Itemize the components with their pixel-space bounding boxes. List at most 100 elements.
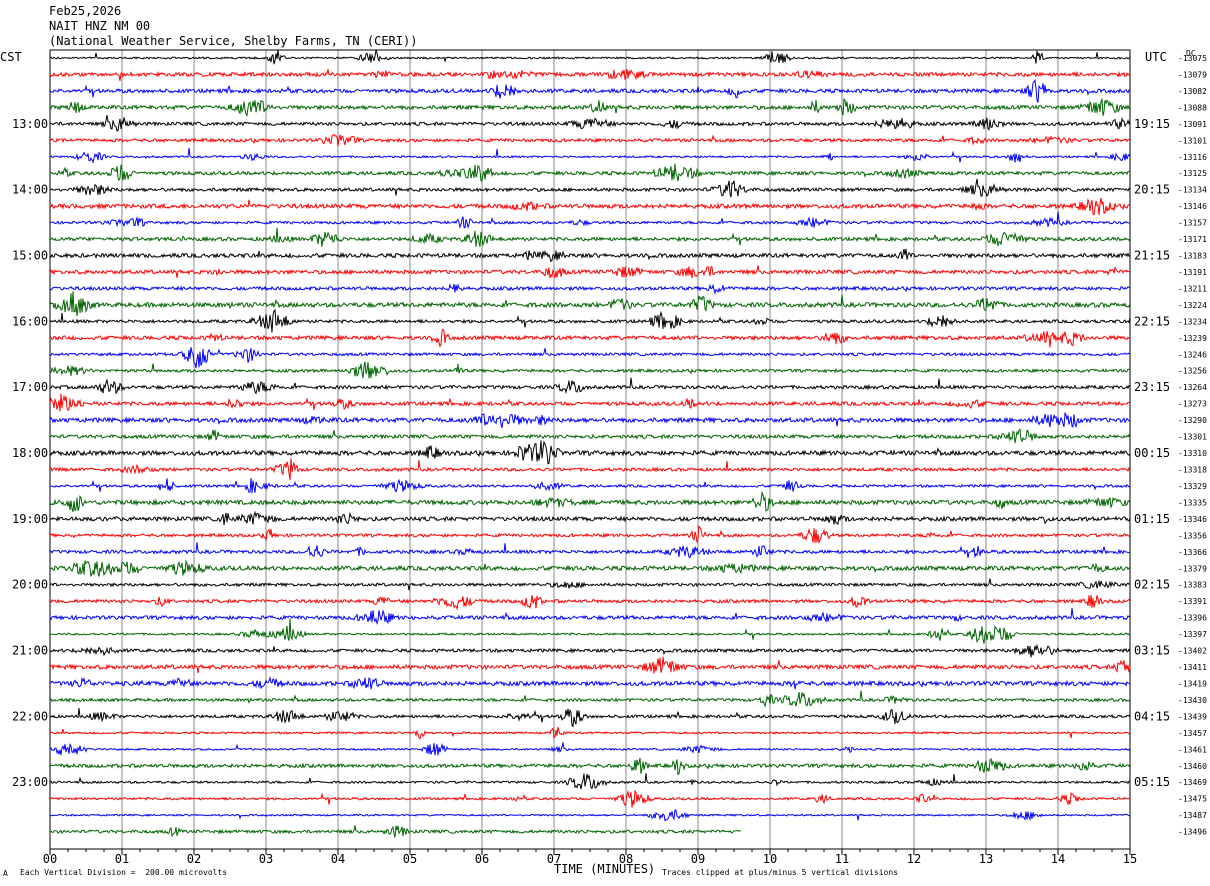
x-tick-label: 11 xyxy=(835,852,849,866)
trace-offset-label: -13356 xyxy=(1178,531,1207,540)
left-hour-label: 18:00 xyxy=(12,446,48,460)
left-hour-label: 19:00 xyxy=(12,512,48,526)
seismic-trace xyxy=(49,147,1131,164)
right-hour-label: 22:15 xyxy=(1134,314,1170,328)
seismic-trace xyxy=(49,197,1131,216)
x-tick-label: 07 xyxy=(547,852,561,866)
trace-offset-label: -13430 xyxy=(1178,696,1207,705)
trace-offset-label: -13475 xyxy=(1178,795,1207,804)
right-hour-label: 05:15 xyxy=(1134,775,1170,789)
x-tick-label: 08 xyxy=(619,852,633,866)
right-hour-label: 01:15 xyxy=(1134,512,1170,526)
seismic-trace xyxy=(49,690,1131,708)
trace-offset-label: -13383 xyxy=(1178,581,1207,590)
trace-offset-label: -13460 xyxy=(1178,762,1207,771)
seismic-trace xyxy=(49,134,1131,147)
x-tick-label: 01 xyxy=(115,852,129,866)
x-tick-label: 02 xyxy=(187,852,201,866)
seismic-trace xyxy=(49,97,1131,117)
seismic-trace xyxy=(49,308,1131,333)
trace-offset-label: -13101 xyxy=(1178,136,1207,145)
trace-offset-label: -13088 xyxy=(1178,103,1207,112)
seismic-trace xyxy=(49,411,1131,429)
seismic-trace xyxy=(49,265,1131,279)
seismic-trace xyxy=(49,458,1131,480)
date-label: Feb25,2026 xyxy=(49,4,122,18)
right-hour-label: 21:15 xyxy=(1134,249,1170,263)
seismic-trace xyxy=(49,79,1131,103)
seismic-trace xyxy=(49,490,1131,512)
seismic-trace xyxy=(49,328,1131,348)
trace-offset-label: -13379 xyxy=(1178,564,1207,573)
trace-offset-label: -13264 xyxy=(1178,383,1207,392)
seismic-trace xyxy=(50,618,1131,644)
seismic-trace xyxy=(49,656,1131,674)
trace-offset-label: -13125 xyxy=(1178,169,1207,178)
seismic-trace xyxy=(49,428,1131,444)
seismic-trace xyxy=(49,742,1131,756)
corner-mark: A xyxy=(3,869,8,878)
trace-offset-label: -13082 xyxy=(1178,87,1207,96)
trace-offset-label: -13183 xyxy=(1178,252,1207,261)
x-tick-label: 09 xyxy=(691,852,705,866)
trace-offset-label: -13234 xyxy=(1178,317,1207,326)
left-hour-label: 23:00 xyxy=(12,775,48,789)
trace-offset-label: -13116 xyxy=(1178,153,1207,162)
left-hour-label: 20:00 xyxy=(12,578,48,592)
right-hour-label: 23:15 xyxy=(1134,380,1170,394)
seismic-trace xyxy=(49,283,1131,295)
right-hour-label: 19:15 xyxy=(1134,117,1170,131)
right-hour-label: 04:15 xyxy=(1134,709,1170,723)
scale-note: Each Vertical Division = 200.00 microvol… xyxy=(20,868,228,877)
x-tick-label: 04 xyxy=(331,852,345,866)
trace-offset-label: -13439 xyxy=(1178,712,1207,721)
x-tick-label: 05 xyxy=(403,852,417,866)
seismic-trace xyxy=(49,607,1131,625)
trace-offset-label: -13496 xyxy=(1178,828,1207,837)
seismic-trace xyxy=(49,595,1131,611)
seismic-trace xyxy=(49,211,1131,229)
trace-offset-label: -13310 xyxy=(1178,449,1207,458)
left-hour-label: 15:00 xyxy=(12,249,48,263)
seismic-trace xyxy=(49,675,1131,690)
trace-offset-label: -13469 xyxy=(1178,778,1207,787)
x-tick-label: 12 xyxy=(907,852,921,866)
plot-frame xyxy=(49,49,1131,850)
seismic-trace xyxy=(49,825,742,838)
x-tick-label: 15 xyxy=(1123,852,1137,866)
trace-offset-label: -13396 xyxy=(1178,614,1207,623)
left-hour-label: 16:00 xyxy=(12,314,48,328)
seismic-trace xyxy=(49,773,1131,790)
seismic-trace xyxy=(49,757,1131,776)
seismic-trace xyxy=(49,347,1131,369)
trace-offset-label: -13329 xyxy=(1178,482,1207,491)
seismic-trace xyxy=(49,377,1131,395)
seismic-trace xyxy=(49,163,1130,182)
trace-offset-label: -13239 xyxy=(1178,334,1207,343)
seismic-trace xyxy=(50,178,1131,198)
seismic-trace xyxy=(49,115,1131,132)
trace-offset-label: -13171 xyxy=(1178,235,1207,244)
left-timezone-label: CST xyxy=(0,50,22,64)
trace-offset-label: -13134 xyxy=(1178,186,1207,195)
right-hour-label: 02:15 xyxy=(1134,578,1170,592)
trace-offset-label: -13419 xyxy=(1178,679,1207,688)
seismic-trace xyxy=(49,477,1131,494)
right-hour-label: 03:15 xyxy=(1134,644,1170,658)
x-tick-label: 06 xyxy=(475,852,489,866)
seismic-trace xyxy=(49,525,1131,545)
x-tick-label: 00 xyxy=(43,852,57,866)
trace-offset-label: -13335 xyxy=(1178,498,1207,507)
trace-offset-label: -13224 xyxy=(1178,301,1207,310)
seismic-trace xyxy=(49,707,1131,728)
trace-offset-label: -13318 xyxy=(1178,466,1207,475)
seismic-trace xyxy=(49,542,1131,559)
x-tick-label: 03 xyxy=(259,852,273,866)
x-tick-label: 10 xyxy=(763,852,777,866)
trace-offset-label: -13391 xyxy=(1178,597,1207,606)
station-label: NAIT HNZ NM 00 xyxy=(49,19,151,33)
trace-offset-label: -13461 xyxy=(1178,745,1207,754)
left-hour-label: 14:00 xyxy=(12,183,48,197)
trace-offset-label: -13290 xyxy=(1178,416,1207,425)
